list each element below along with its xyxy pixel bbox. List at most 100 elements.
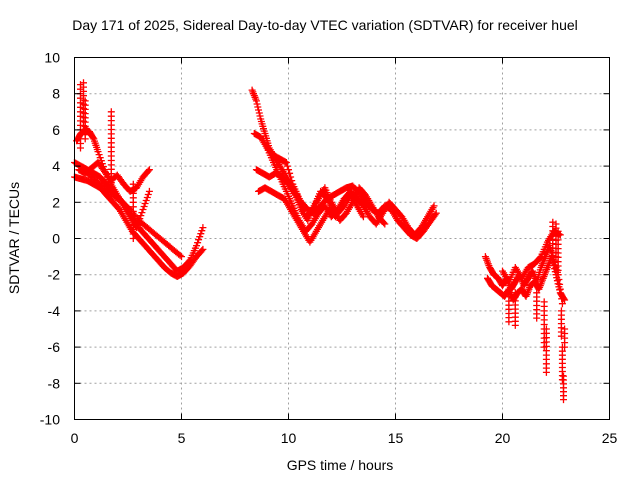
data-point <box>96 154 104 162</box>
data-point <box>107 108 115 116</box>
data-points <box>71 79 569 404</box>
data-point <box>178 253 185 261</box>
x-tick-labels: 0 5 10 15 20 25 <box>71 430 618 446</box>
data-point <box>555 283 563 291</box>
data-point <box>144 191 152 198</box>
data-point <box>332 213 340 221</box>
data-point <box>552 220 560 228</box>
x-tick-label: 25 <box>602 430 618 446</box>
data-point <box>193 242 200 250</box>
data-point <box>554 280 562 288</box>
data-point <box>194 239 202 247</box>
data-point <box>198 247 206 255</box>
data-point <box>560 396 567 404</box>
data-point <box>199 224 207 232</box>
data-point <box>381 220 389 228</box>
y-tick-label: 4 <box>52 158 60 174</box>
data-point <box>129 180 137 188</box>
y-axis-label: SDTVAR / TECUs <box>6 182 22 294</box>
data-point <box>554 227 562 235</box>
data-point <box>254 103 262 111</box>
data-point <box>140 203 148 210</box>
grid-lines <box>74 57 610 420</box>
y-tick-label: 2 <box>52 194 60 210</box>
x-axis-label: GPS time / hours <box>287 457 394 473</box>
data-point <box>145 166 153 174</box>
data-point <box>298 204 306 212</box>
y-tick-label: -8 <box>48 375 61 391</box>
data-point <box>432 209 440 217</box>
data-point <box>561 296 569 304</box>
y-tick-label: 8 <box>52 86 60 102</box>
data-point <box>359 213 367 221</box>
data-point <box>295 195 303 203</box>
data-point <box>196 233 204 241</box>
data-point <box>81 97 89 105</box>
data-point <box>138 209 146 217</box>
data-point <box>505 318 513 326</box>
data-point <box>296 198 304 206</box>
series-segment-1 <box>71 79 207 280</box>
data-point <box>536 254 544 262</box>
y-tick-label: 0 <box>52 231 60 247</box>
x-tick-label: 10 <box>281 430 297 446</box>
data-point <box>283 162 291 170</box>
data-point <box>430 202 438 210</box>
data-point <box>560 295 568 303</box>
y-tick-label: 6 <box>52 122 60 138</box>
data-point <box>297 201 305 209</box>
data-point <box>89 134 97 142</box>
chart-title: Day 171 of 2025, Sidereal Day-to-day VTE… <box>72 17 578 33</box>
data-point <box>144 167 152 175</box>
y-tick-label: -2 <box>48 267 61 283</box>
data-point <box>145 187 153 195</box>
y-tick-label: 10 <box>44 50 60 66</box>
y-tick-labels: -10 -8 -6 -4 -2 0 2 4 6 8 10 <box>40 50 60 428</box>
data-point <box>553 274 561 282</box>
y-tick-label: -10 <box>40 412 60 428</box>
y-tick-label: -4 <box>48 303 61 319</box>
x-tick-label: 0 <box>71 430 79 446</box>
data-point <box>287 173 295 181</box>
data-point <box>511 321 519 329</box>
data-point <box>198 227 206 235</box>
data-point <box>380 219 388 227</box>
data-point <box>137 212 145 220</box>
data-point <box>255 106 262 114</box>
series-segment-3 <box>481 218 569 404</box>
data-point <box>558 300 566 308</box>
data-point <box>542 368 550 376</box>
data-point <box>139 206 147 213</box>
x-tick-label: 15 <box>388 430 404 446</box>
data-point <box>549 259 557 267</box>
data-point <box>285 166 292 174</box>
data-point <box>142 197 150 204</box>
data-point <box>288 177 296 185</box>
data-point <box>252 97 260 105</box>
data-point <box>80 79 87 87</box>
data-point <box>553 277 561 285</box>
data-point <box>255 109 263 117</box>
data-point <box>282 159 290 166</box>
data-point <box>556 286 564 294</box>
x-tick-label: 5 <box>178 430 186 446</box>
data-point <box>253 100 261 108</box>
axis-ticks <box>74 57 610 420</box>
data-point <box>195 236 203 244</box>
data-point <box>143 194 151 201</box>
data-point <box>94 148 102 156</box>
data-point <box>533 314 541 322</box>
y-tick-label: -6 <box>48 339 61 355</box>
data-point <box>197 230 205 238</box>
data-point <box>141 200 149 207</box>
data-point <box>431 211 439 219</box>
data-point <box>300 207 307 215</box>
data-point <box>286 169 294 177</box>
series-segment-2 <box>248 86 440 246</box>
x-tick-label: 20 <box>495 430 511 446</box>
data-point <box>561 343 569 351</box>
data-point <box>95 151 103 159</box>
data-point <box>199 245 207 253</box>
data-point <box>176 251 184 259</box>
